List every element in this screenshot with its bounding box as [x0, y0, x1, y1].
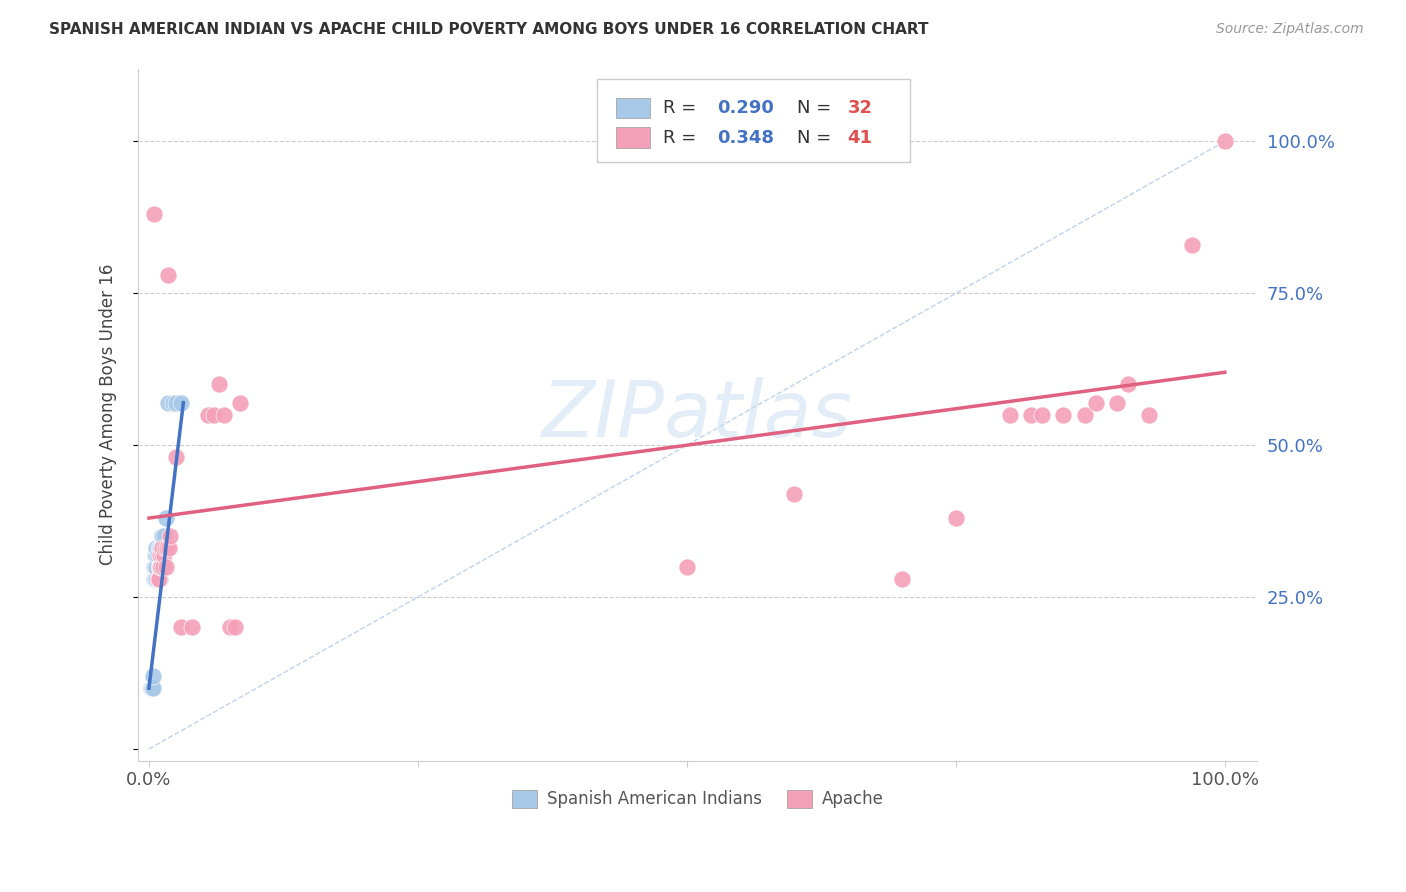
- Point: [998, 408, 1021, 422]
- Point: [208, 377, 231, 392]
- Point: [150, 548, 173, 562]
- Point: [149, 541, 172, 556]
- Point: [146, 548, 169, 562]
- Text: Source: ZipAtlas.com: Source: ZipAtlas.com: [1216, 22, 1364, 37]
- Point: [157, 395, 180, 409]
- Point: [153, 548, 176, 562]
- FancyBboxPatch shape: [616, 128, 650, 148]
- Point: [143, 207, 166, 221]
- Point: [142, 669, 165, 683]
- Text: 41: 41: [848, 128, 873, 147]
- Point: [149, 548, 172, 562]
- Text: 0.348: 0.348: [717, 128, 773, 147]
- Point: [159, 529, 181, 543]
- Point: [148, 559, 170, 574]
- Point: [145, 559, 167, 574]
- FancyBboxPatch shape: [616, 97, 650, 119]
- Point: [139, 681, 162, 695]
- Point: [155, 511, 177, 525]
- Text: R =: R =: [664, 99, 702, 117]
- Point: [224, 620, 246, 634]
- Point: [157, 268, 180, 282]
- Point: [143, 572, 166, 586]
- Point: [150, 529, 173, 543]
- Y-axis label: Child Poverty Among Boys Under 16: Child Poverty Among Boys Under 16: [100, 264, 117, 566]
- Point: [145, 559, 167, 574]
- Point: [156, 541, 179, 556]
- Point: [145, 548, 167, 562]
- Point: [145, 541, 167, 556]
- Point: [1084, 395, 1107, 409]
- Point: [153, 529, 176, 543]
- Point: [202, 408, 225, 422]
- Point: [155, 559, 177, 574]
- Point: [170, 395, 193, 409]
- Text: R =: R =: [664, 128, 702, 147]
- Point: [1139, 408, 1161, 422]
- Text: N =: N =: [797, 128, 837, 147]
- Point: [1052, 408, 1074, 422]
- Point: [783, 487, 806, 501]
- Text: N =: N =: [797, 99, 837, 117]
- Point: [149, 548, 172, 562]
- Point: [1019, 408, 1042, 422]
- Point: [214, 408, 236, 422]
- Point: [149, 572, 172, 586]
- Point: [1116, 377, 1139, 392]
- Point: [149, 559, 172, 574]
- Point: [165, 395, 187, 409]
- Point: [1181, 237, 1204, 252]
- Point: [148, 572, 170, 586]
- Text: 0.290: 0.290: [717, 99, 773, 117]
- Point: [1213, 135, 1236, 149]
- Point: [676, 559, 699, 574]
- Point: [150, 541, 173, 556]
- FancyBboxPatch shape: [598, 78, 910, 162]
- Point: [148, 541, 170, 556]
- Point: [157, 541, 180, 556]
- Text: ZIPatlas: ZIPatlas: [543, 376, 853, 453]
- Point: [145, 572, 167, 586]
- Point: [146, 572, 169, 586]
- Point: [150, 548, 173, 562]
- Point: [145, 548, 167, 562]
- Point: [149, 559, 172, 574]
- Point: [145, 572, 167, 586]
- Point: [162, 395, 184, 409]
- Point: [146, 572, 169, 586]
- Point: [149, 541, 172, 556]
- Point: [891, 572, 914, 586]
- Point: [945, 511, 967, 525]
- Point: [170, 620, 193, 634]
- Point: [229, 395, 252, 409]
- Point: [1107, 395, 1129, 409]
- Point: [197, 408, 219, 422]
- Point: [1074, 408, 1097, 422]
- Point: [1031, 408, 1053, 422]
- Point: [152, 559, 174, 574]
- Point: [149, 559, 172, 574]
- Text: SPANISH AMERICAN INDIAN VS APACHE CHILD POVERTY AMONG BOYS UNDER 16 CORRELATION : SPANISH AMERICAN INDIAN VS APACHE CHILD …: [49, 22, 929, 37]
- Text: 32: 32: [848, 99, 873, 117]
- Point: [152, 541, 174, 556]
- Point: [141, 681, 163, 695]
- Point: [181, 620, 204, 634]
- Point: [165, 450, 187, 465]
- Legend: Spanish American Indians, Apache: Spanish American Indians, Apache: [505, 783, 890, 815]
- Point: [149, 559, 172, 574]
- Point: [218, 620, 240, 634]
- Point: [153, 541, 176, 556]
- Point: [143, 559, 166, 574]
- Point: [142, 681, 165, 695]
